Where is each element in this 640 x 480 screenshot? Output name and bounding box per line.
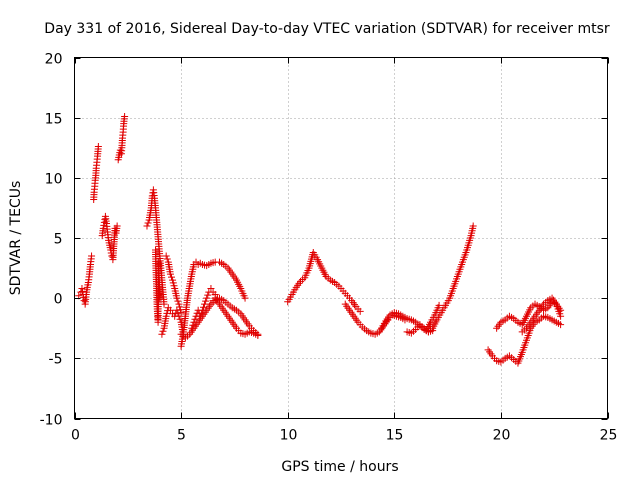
y-tick-label: 0 — [54, 292, 63, 308]
data-point — [196, 312, 204, 320]
x-tick-label: 0 — [71, 428, 80, 444]
y-tick-label: -5 — [49, 352, 63, 368]
data-point — [207, 300, 215, 308]
data-point — [201, 300, 209, 308]
y-tick-label: -10 — [40, 413, 63, 429]
data-point — [202, 297, 210, 305]
x-tick-label: 5 — [177, 428, 186, 444]
data-point — [101, 215, 109, 223]
data-point — [557, 321, 565, 329]
data-point — [203, 294, 211, 302]
data-point — [163, 255, 171, 263]
data-point — [94, 143, 102, 151]
chart-title: Day 331 of 2016, Sidereal Day-to-day VTE… — [44, 21, 610, 37]
data-point — [108, 252, 116, 260]
y-axis-label: SDTVAR / TECUs — [8, 181, 24, 296]
data-point — [166, 270, 174, 278]
data-point — [198, 306, 206, 314]
data-point — [177, 309, 185, 317]
data-point — [469, 222, 477, 230]
data-point — [166, 306, 174, 314]
x-tick-label: 15 — [386, 428, 404, 444]
data-point — [557, 312, 565, 320]
data-point — [190, 318, 198, 326]
data-point — [557, 306, 565, 314]
data-point — [121, 112, 129, 120]
data-point — [197, 309, 205, 317]
axis-ticks: 0 5 10 15 20 25 -10 -5 0 5 10 15 20 — [40, 52, 618, 444]
data-point — [144, 219, 152, 227]
x-axis-label: GPS time / hours — [281, 459, 398, 475]
data-point — [204, 291, 212, 299]
x-tick-label: 25 — [600, 428, 618, 444]
data-point — [435, 301, 443, 309]
x-tick-label: 10 — [280, 428, 298, 444]
data-point — [175, 312, 183, 320]
x-tick-label: 20 — [493, 428, 511, 444]
data-point — [158, 330, 166, 338]
data-point — [254, 331, 262, 339]
data-point — [173, 294, 181, 302]
y-tick-label: 20 — [45, 52, 63, 68]
y-tick-label: 5 — [54, 232, 63, 248]
plot-frame — [74, 57, 608, 419]
data-point — [80, 297, 88, 305]
data-point — [159, 327, 167, 335]
data-point — [191, 315, 199, 323]
data-point — [156, 294, 164, 302]
data-point — [174, 297, 182, 305]
y-tick-label: 15 — [45, 112, 63, 128]
data-point — [78, 288, 86, 296]
y-tick-label: 10 — [45, 172, 63, 188]
data-point — [241, 294, 249, 302]
data-point — [188, 324, 196, 332]
data-point — [162, 252, 170, 260]
data-point — [189, 321, 197, 329]
grid — [74, 57, 608, 419]
data-point — [207, 285, 215, 293]
data-point — [168, 273, 176, 281]
data-points — [75, 112, 565, 367]
data-point — [113, 222, 121, 230]
data-point — [78, 285, 86, 293]
data-point — [88, 252, 96, 260]
data-point — [199, 303, 207, 311]
data-point — [176, 315, 184, 323]
data-point — [143, 222, 151, 230]
data-point — [99, 224, 107, 232]
data-point — [356, 307, 364, 315]
